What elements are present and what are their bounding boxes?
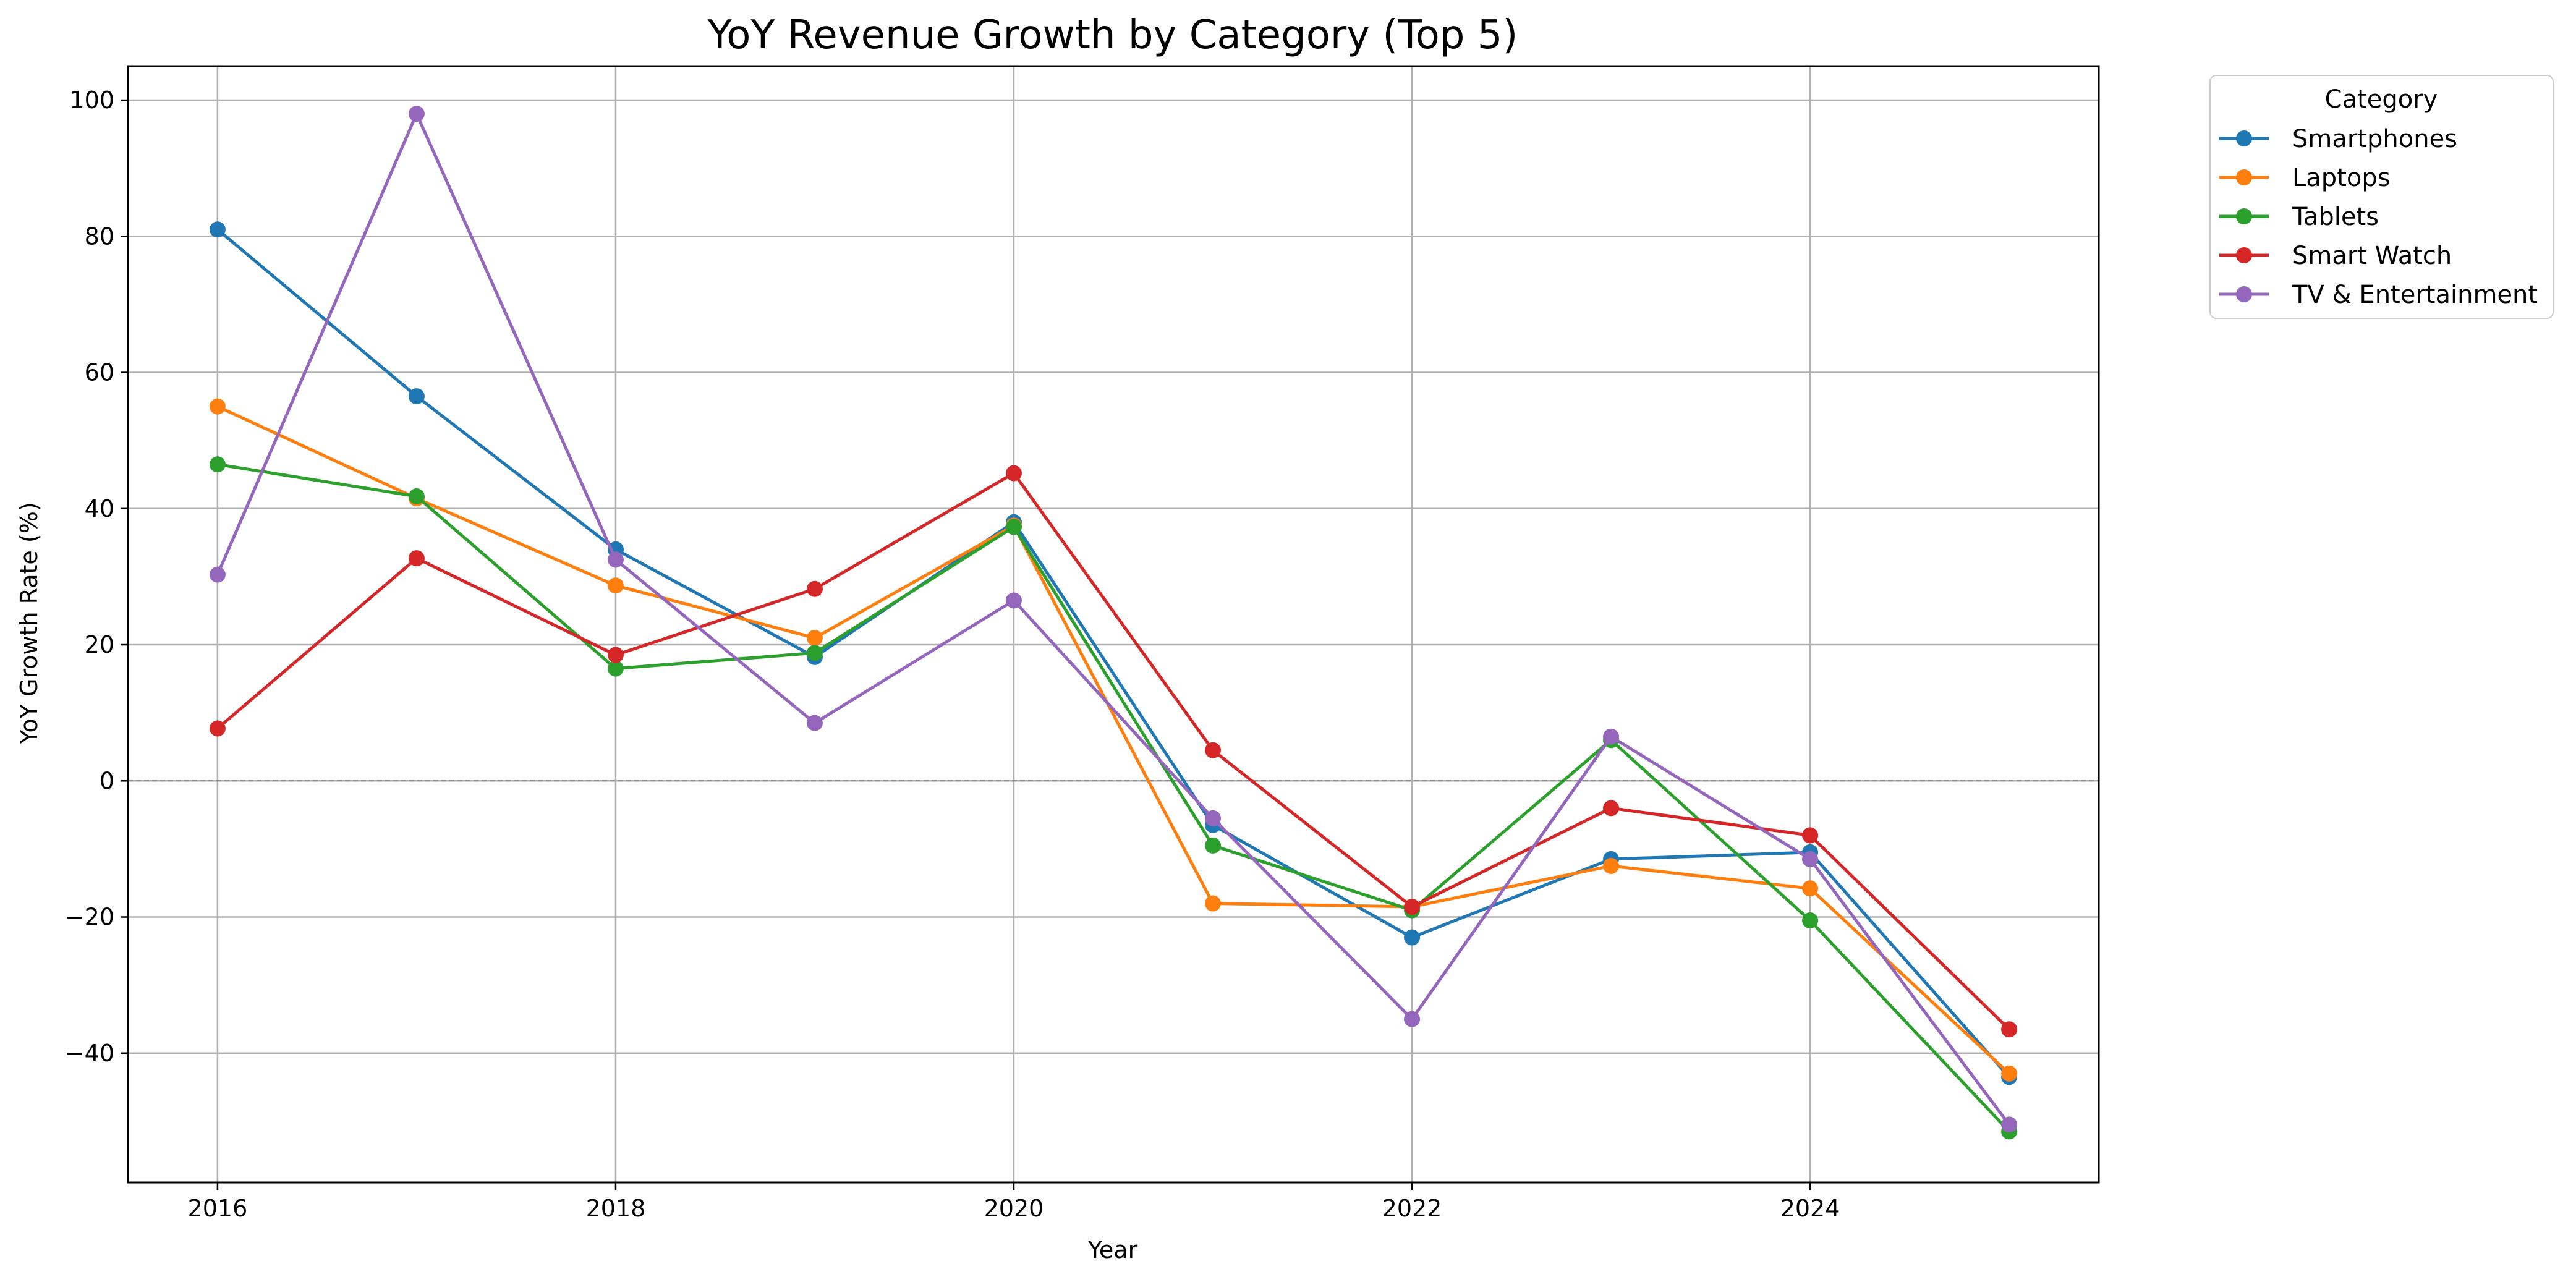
data-point-laptops (209, 398, 226, 415)
y-tick-label: 40 (85, 495, 114, 522)
series-line-laptops (216, 405, 2010, 1075)
grid (128, 66, 2099, 1182)
data-point-tv-entertainment (806, 715, 823, 731)
data-point-smartphones (209, 221, 226, 238)
y-tick-label: −40 (65, 1040, 114, 1067)
data-point-tablets (1005, 519, 1022, 535)
data-point-tablets (209, 456, 226, 473)
data-point-tablets (408, 488, 425, 504)
data-point-tv-entertainment (408, 106, 425, 122)
data-point-smart-watch (1205, 742, 1222, 758)
legend-item-smartphones: Smartphones (2219, 125, 2457, 153)
chart-title: YoY Revenue Growth by Category (Top 5) (707, 12, 1518, 58)
series-line-tv-entertainment (216, 112, 2011, 1126)
data-point-smart-watch (806, 580, 823, 597)
data-point-laptops (2001, 1065, 2018, 1082)
data-point-laptops (1802, 880, 1819, 897)
legend-item-tv-entertainment: TV & Entertainment (2219, 281, 2538, 309)
legend-item-laptops: Laptops (2219, 164, 2391, 192)
ticks: 2016 2018 2020 2022 2024 −40 −20 0 20 40 60 80 100 (65, 87, 1840, 1222)
series-line-tablets (217, 462, 2010, 1133)
data-point-tablets (1205, 837, 1222, 854)
data-point-tv-entertainment (1603, 728, 1620, 745)
legend-swatch-marker (2236, 247, 2252, 263)
data-point-tv-entertainment (209, 566, 226, 583)
legend-item-tablets: Tablets (2219, 203, 2379, 231)
data-point-smartphones (1404, 929, 1421, 946)
legend-swatch-marker (2236, 169, 2252, 185)
legend-label: Tablets (2292, 203, 2379, 231)
x-tick-label: 2018 (586, 1195, 646, 1222)
data-point-tablets (1802, 912, 1819, 929)
data-point-smart-watch (408, 550, 425, 567)
plot-frame (127, 65, 2100, 1184)
data-point-laptops (1205, 895, 1222, 912)
legend-swatch-marker (2236, 208, 2252, 224)
data-point-tv-entertainment (1205, 810, 1222, 826)
y-tick-label: 0 (100, 767, 114, 794)
x-axis-label: Year (1087, 1236, 1138, 1263)
data-point-smart-watch (607, 647, 624, 663)
data-point-laptops (1603, 857, 1620, 874)
legend-label: Smart Watch (2292, 242, 2452, 270)
data-point-tv-entertainment (2001, 1116, 2018, 1133)
y-tick-label: −20 (65, 904, 114, 931)
legend-item-smart-watch: Smart Watch (2219, 242, 2452, 270)
data-point-smart-watch (209, 720, 226, 737)
y-tick-label: 60 (85, 359, 114, 386)
data-point-tv-entertainment (1005, 592, 1022, 609)
series-line-smartphones (216, 228, 2010, 1078)
data-point-smart-watch (1005, 465, 1022, 482)
legend-title: Category (2325, 85, 2438, 114)
legend: Category Smartphones Laptops Tablets Smart … (2209, 75, 2554, 319)
y-tick-label: 100 (69, 87, 114, 114)
data-point-laptops (607, 577, 624, 594)
data-point-smartphones (408, 388, 425, 405)
series-line-smart-watch (216, 472, 2010, 1031)
series-tv-entertainment (209, 106, 2018, 1133)
legend-box (2209, 75, 2554, 319)
data-point-tv-entertainment (1802, 851, 1819, 867)
data-point-smart-watch (1603, 800, 1620, 817)
data-point-smart-watch (2001, 1021, 2018, 1038)
x-tick-label: 2022 (1382, 1195, 1442, 1222)
series-smartphones (209, 221, 2018, 1085)
x-tick-label: 2024 (1780, 1195, 1840, 1222)
legend-label: Laptops (2292, 164, 2391, 192)
legend-swatch-marker (2236, 286, 2252, 302)
y-tick-label: 20 (85, 631, 114, 658)
legend-label: Smartphones (2292, 125, 2457, 153)
series-laptops (209, 398, 2018, 1082)
series-lines (209, 106, 2018, 1140)
data-point-smart-watch (1802, 827, 1819, 844)
x-tick-label: 2016 (188, 1195, 248, 1222)
y-tick-label: 80 (85, 223, 114, 250)
data-point-smart-watch (1404, 899, 1421, 915)
series-tablets (209, 456, 2018, 1140)
data-point-tablets (607, 660, 624, 677)
data-point-tablets (806, 645, 823, 661)
legend-swatch-marker (2236, 130, 2252, 146)
y-axis-label: YoY Growth Rate (%) (15, 502, 43, 744)
data-point-tv-entertainment (607, 551, 624, 568)
data-point-tv-entertainment (1404, 1011, 1421, 1027)
x-tick-label: 2020 (984, 1195, 1044, 1222)
series-smart-watch (209, 465, 2018, 1038)
data-point-laptops (806, 630, 823, 647)
legend-label: TV & Entertainment (2292, 281, 2538, 309)
